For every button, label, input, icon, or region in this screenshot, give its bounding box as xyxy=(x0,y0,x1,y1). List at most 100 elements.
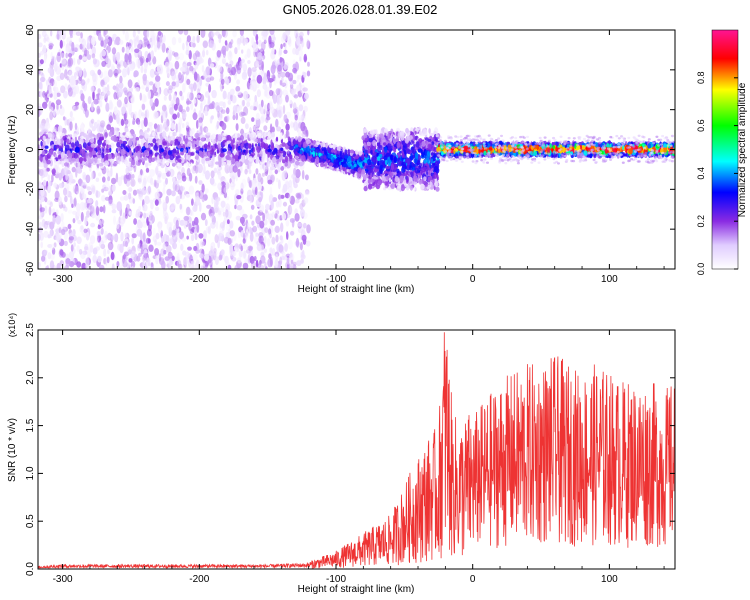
spectrogram-cell xyxy=(257,153,261,158)
spectrogram-cell xyxy=(170,202,176,210)
spectrogram-cell xyxy=(48,106,54,112)
spectrogram-cell xyxy=(169,221,173,227)
spectrogram-cell xyxy=(113,126,117,136)
spectrogram-cell xyxy=(62,116,66,121)
spectrogram-cell xyxy=(40,85,43,90)
spectrogram-cell xyxy=(45,79,50,85)
spectrogram-cell xyxy=(181,74,184,83)
spectrogram-cell xyxy=(115,83,120,92)
spectrogram-cell xyxy=(43,250,48,255)
spectrogram-cell xyxy=(43,230,49,238)
spectrogram-cell xyxy=(260,138,263,143)
spectrogram-cell xyxy=(76,202,81,212)
spectrogram-cell xyxy=(284,155,288,163)
spectrogram-cell xyxy=(354,155,359,159)
spectrogram-cell xyxy=(89,152,93,158)
spectrogram-cell xyxy=(287,204,293,215)
spectrogram-cell xyxy=(229,220,234,229)
spectrogram-cell xyxy=(51,247,56,255)
spectrogram-cell xyxy=(141,93,147,103)
spectrogram-cell xyxy=(147,238,151,244)
spectrogram-cell xyxy=(242,63,248,72)
spectrogram-cell xyxy=(112,163,117,167)
spectrogram-cell xyxy=(196,35,200,43)
spectrogram-cell xyxy=(97,144,101,149)
spectrogram-cell xyxy=(99,120,106,128)
spectrogram-cell xyxy=(269,89,274,97)
spectrogram-cell xyxy=(56,92,61,98)
spectrogram-cell xyxy=(254,124,259,134)
spectrogram-cell xyxy=(108,191,113,196)
spectrogram-cell xyxy=(279,56,283,63)
spectrogram-cell xyxy=(115,52,121,62)
spectrogram-cell xyxy=(218,101,225,107)
spectrogram-cell xyxy=(161,172,167,180)
spectrogram-cell xyxy=(43,179,47,186)
spectrogram-cell xyxy=(168,137,171,144)
spectrogram-cell xyxy=(251,117,255,122)
spectrogram-cell xyxy=(163,249,167,255)
spectrogram-cell xyxy=(266,70,271,80)
spectrogram-cell xyxy=(189,130,194,137)
spectrogram-cell xyxy=(226,166,232,174)
spectrogram-cell xyxy=(294,30,298,39)
spectrogram-cell xyxy=(128,264,131,269)
spectrogram-cell xyxy=(59,72,65,81)
spectrogram-cell xyxy=(67,87,73,97)
spectrogram-cell xyxy=(94,147,98,152)
spectrogram-cell xyxy=(251,220,255,226)
spectrogram-cell xyxy=(267,229,270,236)
spectrogram-cell xyxy=(210,221,216,229)
spectrogram-cell xyxy=(125,160,129,167)
spectrogram-cell xyxy=(116,261,120,267)
spectrogram-cell xyxy=(78,248,83,255)
spectrogram-cell xyxy=(67,63,72,68)
spectrogram-cell xyxy=(58,196,62,206)
spectrogram-cell xyxy=(140,137,145,145)
spectrogram-cell xyxy=(103,87,106,95)
spectrogram-cell xyxy=(224,142,227,146)
spectrogram-cell xyxy=(127,45,132,54)
spectrogram-cell xyxy=(239,216,245,224)
spectrogram-cell xyxy=(261,155,265,162)
spectrogram-cell xyxy=(286,257,290,265)
spectrogram-cell xyxy=(289,230,295,236)
spectrogram-cell xyxy=(150,262,154,268)
spectrogram-cell xyxy=(292,63,297,70)
spectrogram-cell xyxy=(336,153,339,158)
spectrogram-cell xyxy=(195,147,199,151)
spectrogram-cell xyxy=(295,237,300,248)
spectrogram-cell xyxy=(46,159,51,165)
spectrogram-cell xyxy=(87,190,92,196)
spectrogram-cell xyxy=(144,95,148,103)
spectrogram-cell xyxy=(316,141,320,145)
spectrogram-cell xyxy=(93,30,97,36)
spectrogram-cell xyxy=(106,256,110,264)
spectrogram-cell xyxy=(89,204,95,214)
spectrogram-cell xyxy=(259,116,265,124)
spectrogram-cell xyxy=(298,50,304,58)
spectrogram-cell xyxy=(260,99,264,108)
spectrogram-cell xyxy=(186,106,190,112)
spectrogram-cell xyxy=(135,208,141,218)
spectrogram-cell xyxy=(105,180,110,191)
spectrogram-cell xyxy=(270,64,276,75)
spectrogram-cell xyxy=(66,150,71,157)
spectrogram-cell xyxy=(193,71,198,81)
spectrogram-cell xyxy=(49,114,52,123)
spectrogram-cell xyxy=(65,257,71,268)
spectrogram-cell xyxy=(195,149,199,154)
spectrogram-cell xyxy=(175,139,179,146)
spectrogram-cell xyxy=(261,61,265,71)
spectrogram-cell xyxy=(249,84,254,91)
spectrogram-cell xyxy=(96,123,101,133)
spectrogram-cell xyxy=(61,204,66,209)
spectrogram-cell xyxy=(182,82,186,93)
spectrogram-cell xyxy=(158,139,162,144)
spectrogram-cell xyxy=(293,167,297,176)
spectrogram-cell xyxy=(91,157,95,163)
spectrogram-cell xyxy=(169,154,174,161)
spectrogram-cell xyxy=(49,93,53,98)
spectrogram-cell xyxy=(258,204,265,213)
